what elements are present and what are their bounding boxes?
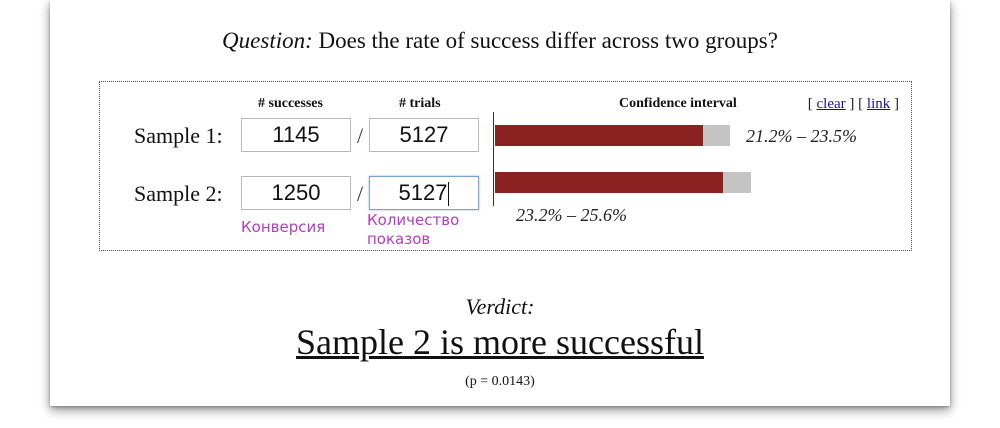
separator: / xyxy=(357,123,364,148)
conversion-annotation: Конверсия xyxy=(241,218,326,236)
sample-2-ci-fill xyxy=(495,172,723,193)
link-group: [ clear ] [ link ] xyxy=(808,96,899,113)
question: Question: Does the rate of success diffe… xyxy=(50,28,950,54)
sample-2-ci-bar xyxy=(495,172,751,193)
p-value: (p = 0.0143) xyxy=(465,374,535,389)
input-panel: # successes # trials Confidence interval… xyxy=(99,81,912,251)
calculator-card: Question: Does the rate of success diffe… xyxy=(50,0,950,406)
impressions-annotation-line1: Количество xyxy=(367,211,460,229)
question-label: Question: xyxy=(222,28,313,53)
text-caret xyxy=(448,182,450,207)
sample-1-ci-text: 21.2% – 23.5% xyxy=(746,126,857,146)
sample-2-trials-input[interactable]: 5127 xyxy=(369,176,479,210)
confidence-interval-header: Confidence interval xyxy=(619,96,737,111)
sample-2-trials-value: 5127 xyxy=(398,180,448,205)
ci-axis-line xyxy=(493,112,494,206)
question-text: Does the rate of success differ across t… xyxy=(318,28,778,53)
impressions-annotation-line2: показов xyxy=(367,230,431,248)
sample-1-successes-input[interactable]: 1145 xyxy=(241,118,351,152)
bracket: ] [ xyxy=(849,96,864,112)
verdict-text: Sample 2 is more successful xyxy=(296,322,704,362)
sample-1-trials-input[interactable]: 5127 xyxy=(369,118,479,152)
sample-2-label: Sample 2: xyxy=(134,181,223,206)
trials-header: # trials xyxy=(399,96,441,111)
successes-header: # successes xyxy=(258,96,323,111)
sample-2-successes-input[interactable]: 1250 xyxy=(241,176,351,210)
sample-2-ci-text: 23.2% – 25.6% xyxy=(516,205,627,225)
bracket: [ xyxy=(807,96,813,112)
permalink-link[interactable]: link xyxy=(866,96,891,112)
separator: / xyxy=(357,181,364,206)
clear-link[interactable]: clear xyxy=(816,96,846,112)
sample-1-ci-fill xyxy=(495,125,703,146)
verdict-label: Verdict: xyxy=(465,294,535,319)
bracket: ] xyxy=(894,96,899,112)
sample-1-ci-bar xyxy=(495,125,730,146)
sample-1-label: Sample 1: xyxy=(134,123,223,148)
impressions-annotation: Количество показов xyxy=(367,211,459,249)
